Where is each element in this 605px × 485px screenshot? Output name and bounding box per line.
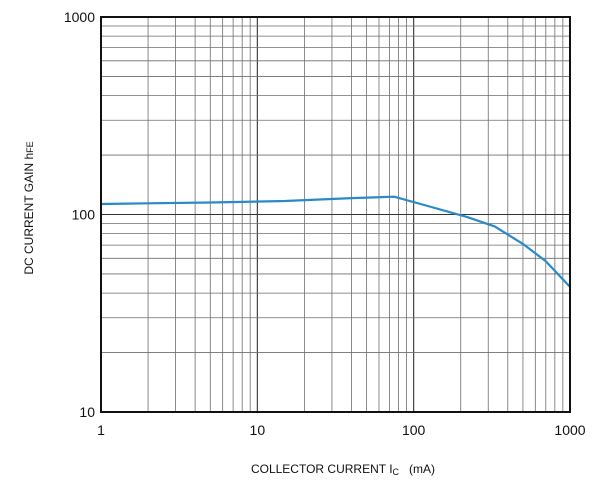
x-tick-label: 100 — [402, 422, 426, 438]
series-line-0 — [99, 195, 572, 288]
x-tick-label: 1000 — [554, 422, 585, 438]
x-axis-unit: (mA) — [409, 462, 435, 476]
y-axis-title: DC CURRENT GAIN hFE — [22, 141, 36, 274]
series-lines — [99, 195, 572, 288]
y-tick-label: 10 — [79, 404, 95, 420]
y-axis-subscript: FE — [25, 141, 35, 153]
x-axis-title: COLLECTOR CURRENT IC (mA) — [251, 462, 435, 477]
x-axis-label: COLLECTOR CURRENT I — [251, 462, 393, 476]
grid — [101, 17, 570, 412]
y-tick-label: 1000 — [64, 9, 95, 25]
y-tick-label: 100 — [72, 207, 96, 223]
plot-frame — [100, 16, 571, 413]
x-tick-label: 1 — [97, 422, 105, 438]
y-axis-label: DC CURRENT GAIN h — [22, 153, 36, 275]
x-axis-subscript: C — [393, 467, 400, 477]
x-tick-label: 10 — [250, 422, 266, 438]
